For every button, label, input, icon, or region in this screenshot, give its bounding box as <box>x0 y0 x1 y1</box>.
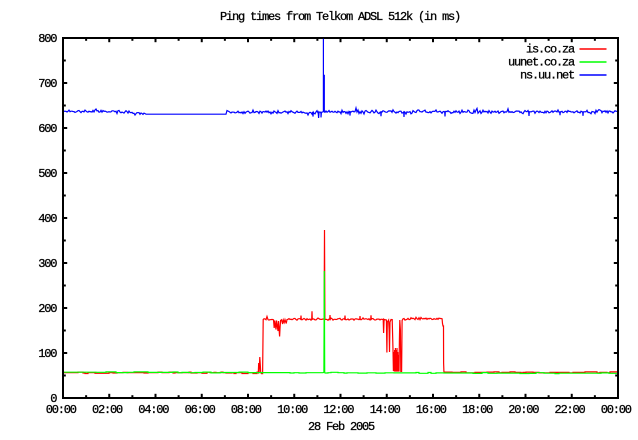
svg-text:02:00: 02:00 <box>92 403 123 417</box>
svg-text:14:00: 14:00 <box>370 403 401 417</box>
svg-text:100: 100 <box>38 347 57 361</box>
svg-text:10:00: 10:00 <box>277 403 308 417</box>
svg-text:00:00: 00:00 <box>46 403 77 417</box>
svg-text:28 Feb 2005: 28 Feb 2005 <box>308 420 375 434</box>
svg-text:800: 800 <box>38 32 57 46</box>
svg-text:600: 600 <box>38 122 57 136</box>
svg-text:18:00: 18:00 <box>462 403 493 417</box>
svg-text:06:00: 06:00 <box>185 403 216 417</box>
svg-text:700: 700 <box>38 77 57 91</box>
svg-text:is.co.za: is.co.za <box>526 43 575 57</box>
svg-text:200: 200 <box>38 302 57 316</box>
svg-text:Ping times from Telkom ADSL 51: Ping times from Telkom ADSL 512k (in ms) <box>220 10 460 24</box>
svg-text:12:00: 12:00 <box>323 403 354 417</box>
svg-text:uunet.co.za: uunet.co.za <box>508 56 575 70</box>
svg-text:16:00: 16:00 <box>416 403 447 417</box>
svg-text:00:00: 00:00 <box>601 403 632 417</box>
svg-text:500: 500 <box>38 167 57 181</box>
svg-text:300: 300 <box>38 257 57 271</box>
svg-text:22:00: 22:00 <box>554 403 585 417</box>
svg-text:ns.uu.net: ns.uu.net <box>520 69 574 83</box>
svg-text:20:00: 20:00 <box>508 403 539 417</box>
svg-text:400: 400 <box>38 212 57 226</box>
svg-text:04:00: 04:00 <box>138 403 169 417</box>
svg-text:08:00: 08:00 <box>231 403 262 417</box>
svg-text:0: 0 <box>50 392 57 406</box>
